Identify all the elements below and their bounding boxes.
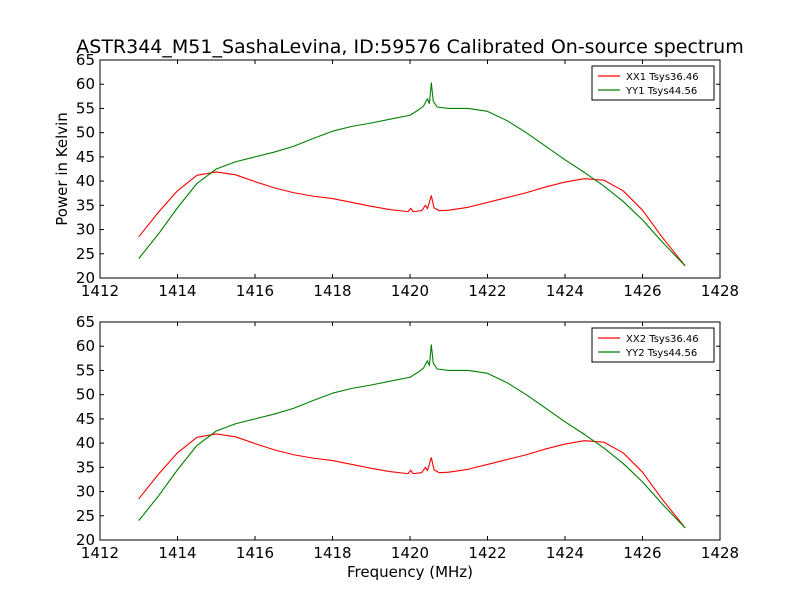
y-tick-label: 30 (76, 483, 95, 501)
x-tick-label: 1426 (623, 544, 661, 562)
legend-label-1: XX1 Tsys36.46 (626, 72, 699, 83)
series-line-2 (138, 82, 686, 267)
y-tick-label: 20 (76, 269, 95, 287)
top-chart-panel: 1412 1414 1416 1418 1420 1422 1424 1426 1428 20 25… (76, 51, 739, 300)
x-tick-label: 1412 (81, 544, 119, 562)
legend-box (591, 65, 715, 101)
y-tick-label: 25 (76, 507, 95, 525)
y-tick-label: 45 (76, 410, 95, 428)
x-tick-label: 1416 (236, 282, 274, 300)
series-line-2 (138, 344, 686, 529)
x-tick-label: 1422 (468, 282, 506, 300)
legend-label-2: YY1 Tsys44.56 (625, 86, 697, 97)
y-tick-label: 60 (76, 337, 95, 355)
x-tick-label: 1414 (158, 544, 196, 562)
x-tick-label: 1428 (701, 544, 739, 562)
y-tick-label: 40 (76, 434, 95, 452)
x-tick-label: 1426 (623, 282, 661, 300)
x-tick-label: 1428 (701, 282, 739, 300)
x-tick-label: 1422 (468, 544, 506, 562)
x-tick-label: 1420 (391, 282, 429, 300)
y-tick-label: 50 (76, 386, 95, 404)
bottom-chart-panel: 1412 1414 1416 1418 1420 1422 1424 1426 1428 20 25… (76, 313, 739, 562)
x-tick-label: 1418 (313, 282, 351, 300)
y-tick-label: 35 (76, 196, 95, 214)
y-tick-label: 60 (76, 75, 95, 93)
x-tick-label: 1414 (158, 282, 196, 300)
x-tick-label: 1416 (236, 544, 274, 562)
y-tick-label: 45 (76, 148, 95, 166)
x-tick-label: 1424 (546, 282, 584, 300)
series-line-1 (138, 171, 686, 267)
y-tick-label: 20 (76, 531, 95, 549)
y-tick-label: 65 (76, 51, 95, 69)
y-tick-label: 30 (76, 221, 95, 239)
x-tick-label: 1420 (391, 544, 429, 562)
y-tick-label: 55 (76, 361, 95, 379)
x-tick-label: 1424 (546, 544, 584, 562)
y-tick-label: 40 (76, 172, 95, 190)
series-line-1 (138, 433, 686, 529)
y-tick-label: 35 (76, 458, 95, 476)
y-axis-label: Power in Kelvin (53, 112, 71, 226)
y-tick-label: 65 (76, 313, 95, 331)
y-tick-label: 50 (76, 124, 95, 142)
x-tick-label: 1418 (313, 544, 351, 562)
legend-label-2: YY2 Tsys44.56 (625, 348, 697, 359)
y-tick-label: 25 (76, 245, 95, 263)
figure-title: ASTR344_M51_SashaLevina, ID:59576 Calibr… (76, 36, 743, 58)
y-tick-label: 55 (76, 99, 95, 117)
legend-label-1: XX2 Tsys36.46 (626, 334, 699, 345)
x-tick-label: 1412 (81, 282, 119, 300)
x-axis-label: Frequency (MHz) (347, 563, 473, 581)
legend-box (591, 327, 715, 363)
